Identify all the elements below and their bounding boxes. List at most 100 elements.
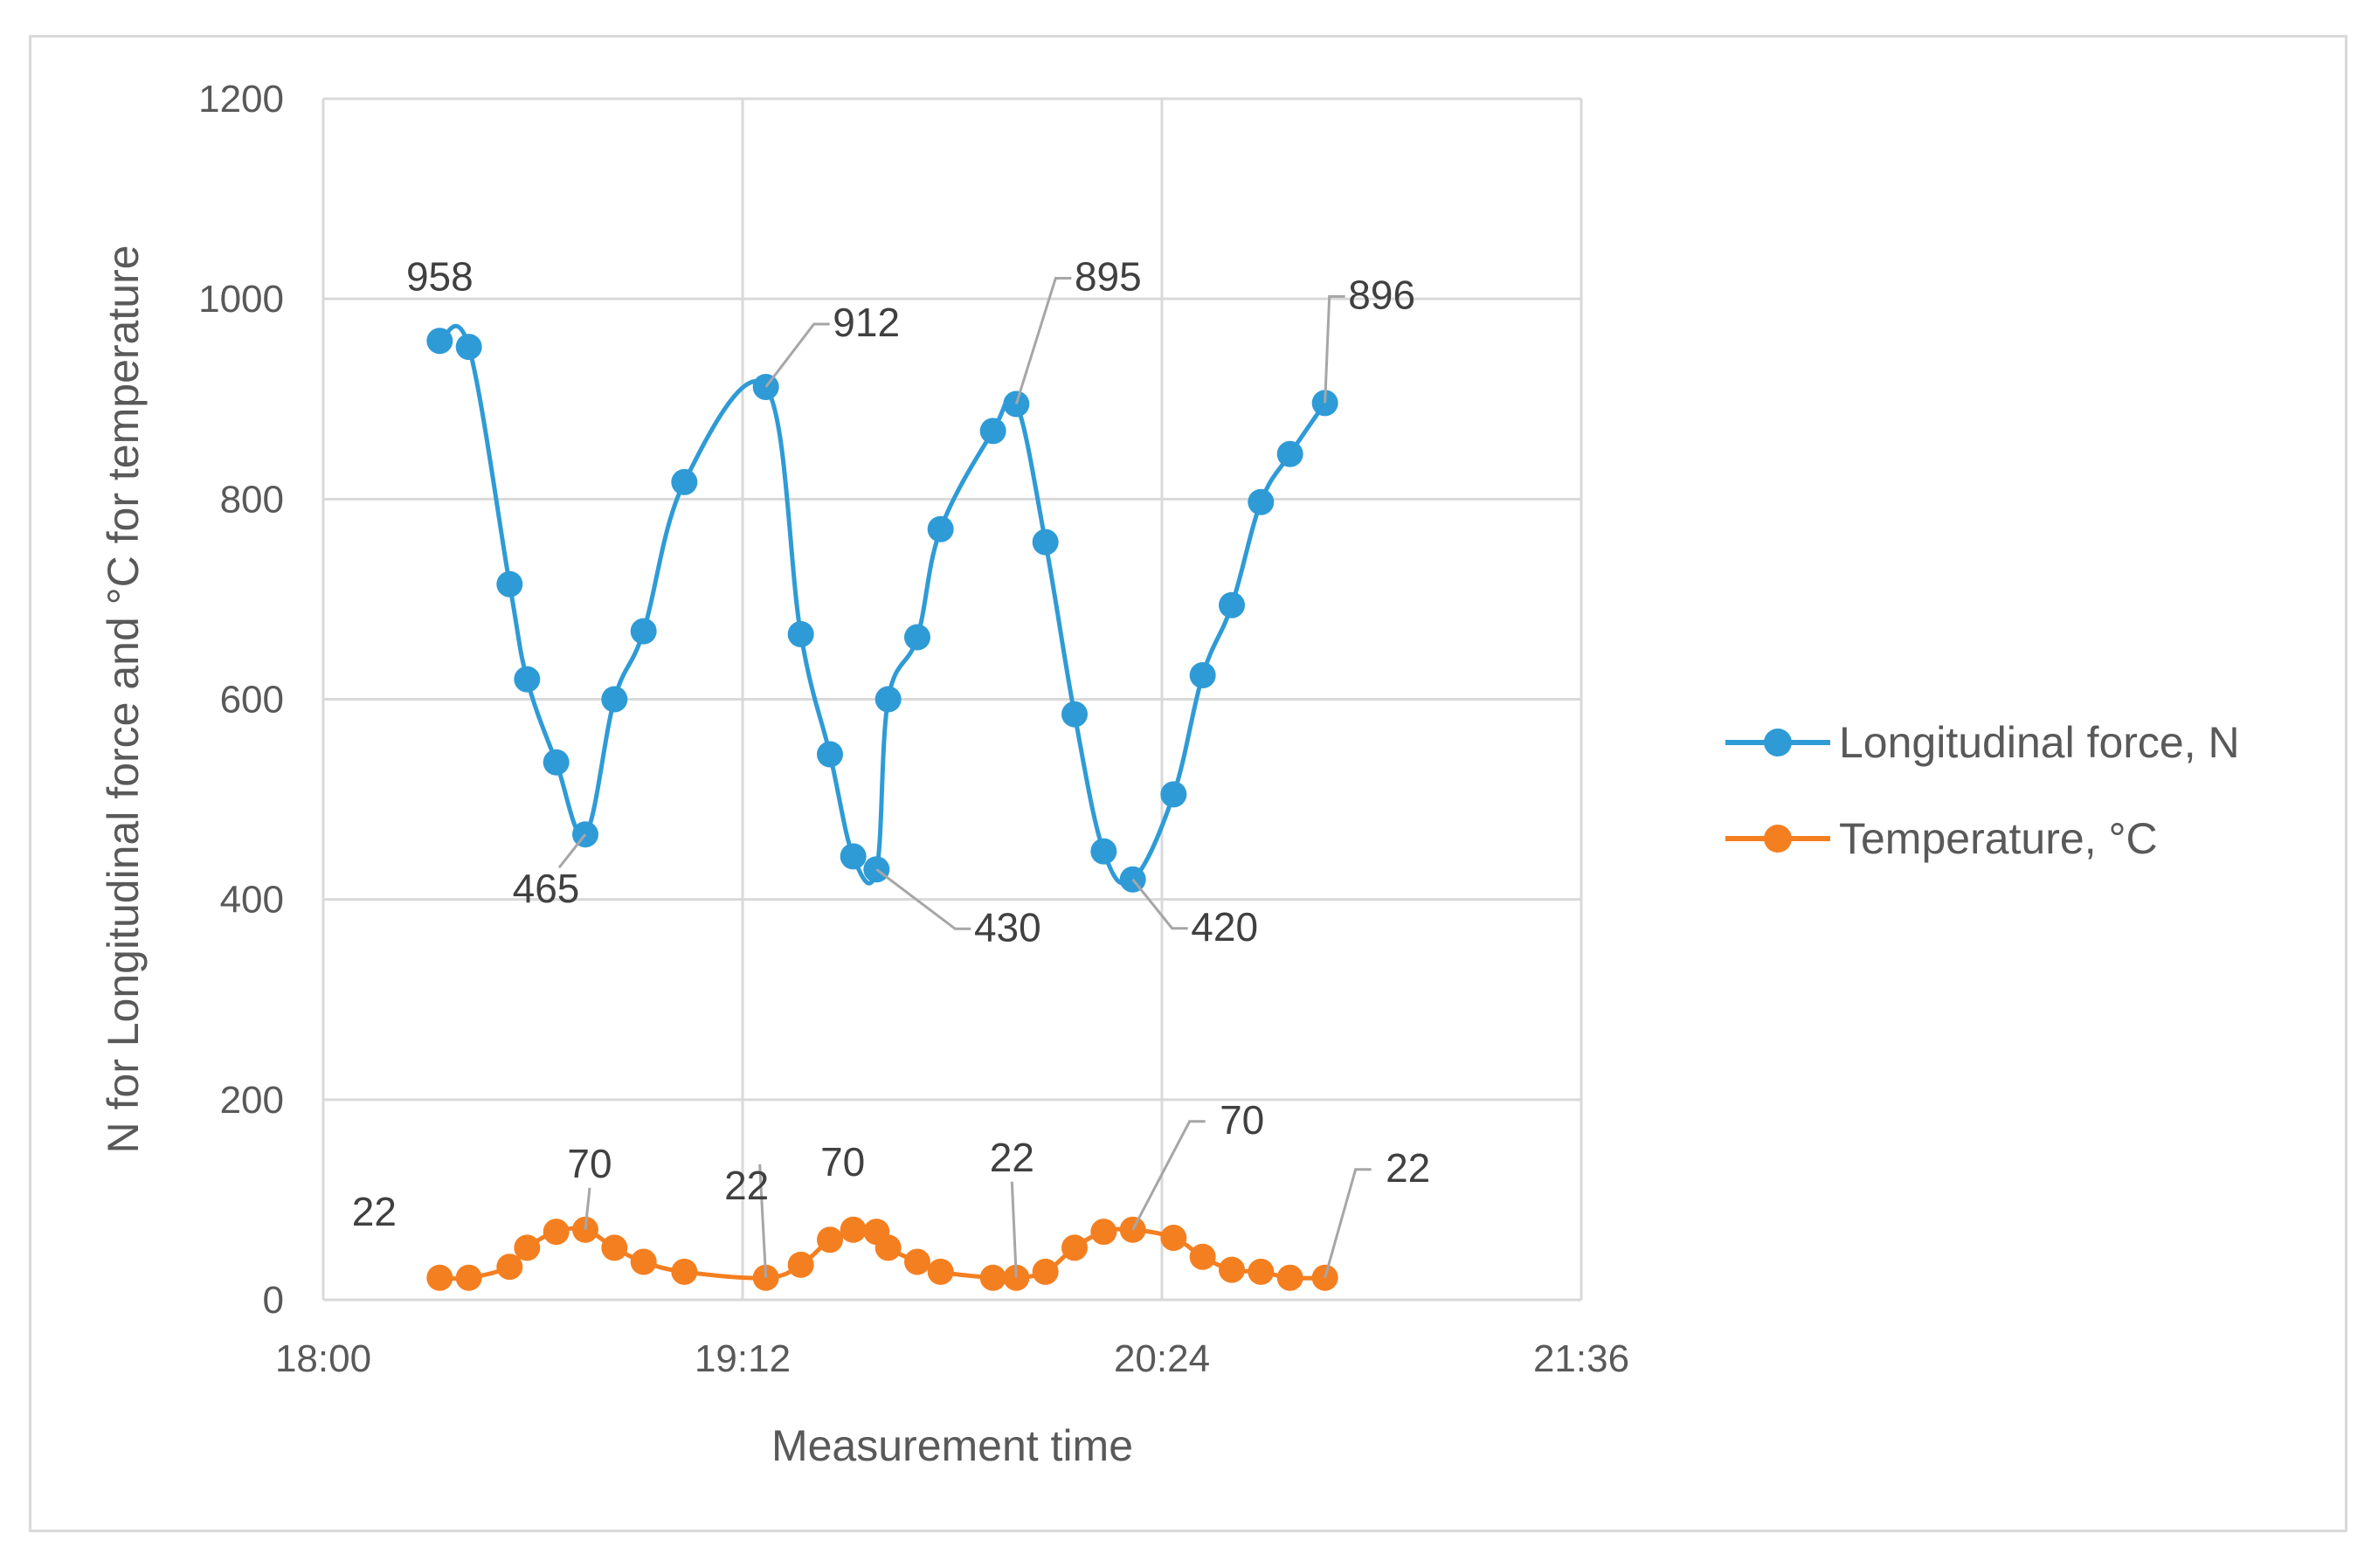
series-line [439, 323, 1327, 886]
x-tick-label: 21:36 [1533, 1337, 1629, 1380]
label-leader-line [1324, 294, 1345, 404]
y-tick-label: 200 [220, 1079, 284, 1122]
data-label: 958 [406, 253, 474, 299]
y-tick-label: 1000 [198, 278, 284, 321]
data-point [514, 666, 541, 693]
data-label: 22 [990, 1135, 1034, 1180]
data-point [426, 328, 453, 355]
data-point [904, 624, 930, 651]
y-axis-title: N for Longitudinal force and °C for temp… [99, 245, 148, 1154]
x-tick-label: 20:24 [1114, 1337, 1210, 1380]
data-point [630, 1248, 657, 1275]
data-point [630, 618, 657, 645]
data-point [1248, 488, 1275, 515]
data-point [426, 1264, 453, 1291]
data-point [787, 1251, 814, 1278]
y-tick-label: 400 [220, 879, 284, 922]
data-point [979, 418, 1006, 445]
data-label: 22 [352, 1189, 397, 1234]
label-leader-line [1324, 1168, 1372, 1279]
data-label: 70 [1220, 1097, 1264, 1143]
y-tick-label: 0 [263, 1279, 284, 1322]
data-label: 70 [567, 1141, 612, 1186]
data-label: 895 [1075, 253, 1142, 299]
data-point [1276, 1264, 1303, 1291]
data-label: 896 [1348, 272, 1415, 317]
data-label: 70 [820, 1139, 865, 1185]
legend-marker-force [1764, 729, 1792, 756]
data-point [1090, 1219, 1117, 1246]
x-tick-label: 19:12 [695, 1337, 791, 1380]
legend-label-force: Longitudinal force, N [1839, 718, 2240, 767]
label-leader-line [758, 1164, 768, 1278]
data-label: 465 [513, 866, 580, 911]
data-point [1032, 1258, 1059, 1285]
series-0 [426, 323, 1338, 893]
data-point [1219, 591, 1245, 618]
label-leader-line [1131, 1120, 1206, 1231]
data-point [496, 1254, 523, 1281]
data-point [543, 749, 570, 776]
data-point [543, 1219, 570, 1246]
data-point [817, 1226, 843, 1254]
data-point [1189, 1243, 1216, 1270]
data-label: 22 [724, 1163, 769, 1208]
data-point [1160, 1224, 1187, 1251]
data-point [496, 570, 523, 597]
legend-entry-force: Longitudinal force, N [1725, 718, 2240, 767]
y-tick-label: 1200 [198, 78, 284, 121]
label-leader-line [1010, 1181, 1018, 1278]
data-point [671, 1258, 698, 1285]
data-point [874, 1234, 902, 1261]
gridlines [321, 97, 1583, 1302]
data-point [1032, 528, 1059, 556]
y-axis-ticks: 0 200 400 600 800 1000 1200 [198, 78, 284, 1322]
data-point [1248, 1258, 1275, 1285]
data-point [817, 741, 843, 768]
data-point [904, 1248, 930, 1275]
chart-frame [29, 35, 2347, 1532]
legend-label-temperature: Temperature, °C [1839, 814, 2158, 863]
x-tick-label: 18:00 [275, 1337, 371, 1380]
data-point [874, 686, 902, 713]
data-point [1219, 1256, 1245, 1283]
x-axis-title: Measurement time [771, 1421, 1133, 1470]
label-leader-line [584, 1187, 591, 1230]
data-label: 22 [1386, 1145, 1430, 1191]
label-leader-line [1014, 276, 1072, 404]
data-point [1276, 440, 1303, 467]
label-leader-line [1131, 878, 1188, 930]
data-point [979, 1264, 1006, 1291]
x-axis-ticks: 18:00 19:12 20:24 21:36 [275, 1337, 1629, 1380]
data-point [455, 334, 482, 361]
y-tick-label: 800 [220, 478, 284, 521]
y-tick-label: 600 [220, 679, 284, 722]
data-point [671, 468, 698, 495]
label-leader-line [764, 322, 830, 388]
data-point [455, 1264, 482, 1291]
label-leader-line [875, 868, 971, 930]
data-label: 430 [974, 904, 1041, 950]
legend: Longitudinal force, N Temperature, °C [1725, 718, 2240, 863]
data-point [840, 1216, 867, 1243]
data-point [787, 621, 814, 648]
series-1 [426, 1216, 1338, 1291]
data-point [1189, 662, 1216, 688]
data-point [1061, 701, 1088, 728]
legend-marker-temperature [1764, 825, 1792, 853]
data-point [1061, 1234, 1088, 1261]
data-labels: 958 465 912 430 895 420 896 22 70 22 70 22 70 22 [352, 253, 1430, 1279]
series-layer [426, 323, 1338, 1291]
data-point [601, 1234, 628, 1261]
data-point [840, 843, 867, 870]
label-leader-line [557, 833, 587, 869]
data-label: 420 [1191, 904, 1258, 950]
data-label: 912 [833, 300, 900, 345]
legend-entry-temperature: Temperature, °C [1725, 814, 2158, 863]
data-point [601, 686, 628, 713]
data-point [514, 1234, 541, 1261]
data-point [1090, 838, 1117, 865]
data-point [927, 1258, 954, 1285]
data-point [927, 515, 954, 542]
